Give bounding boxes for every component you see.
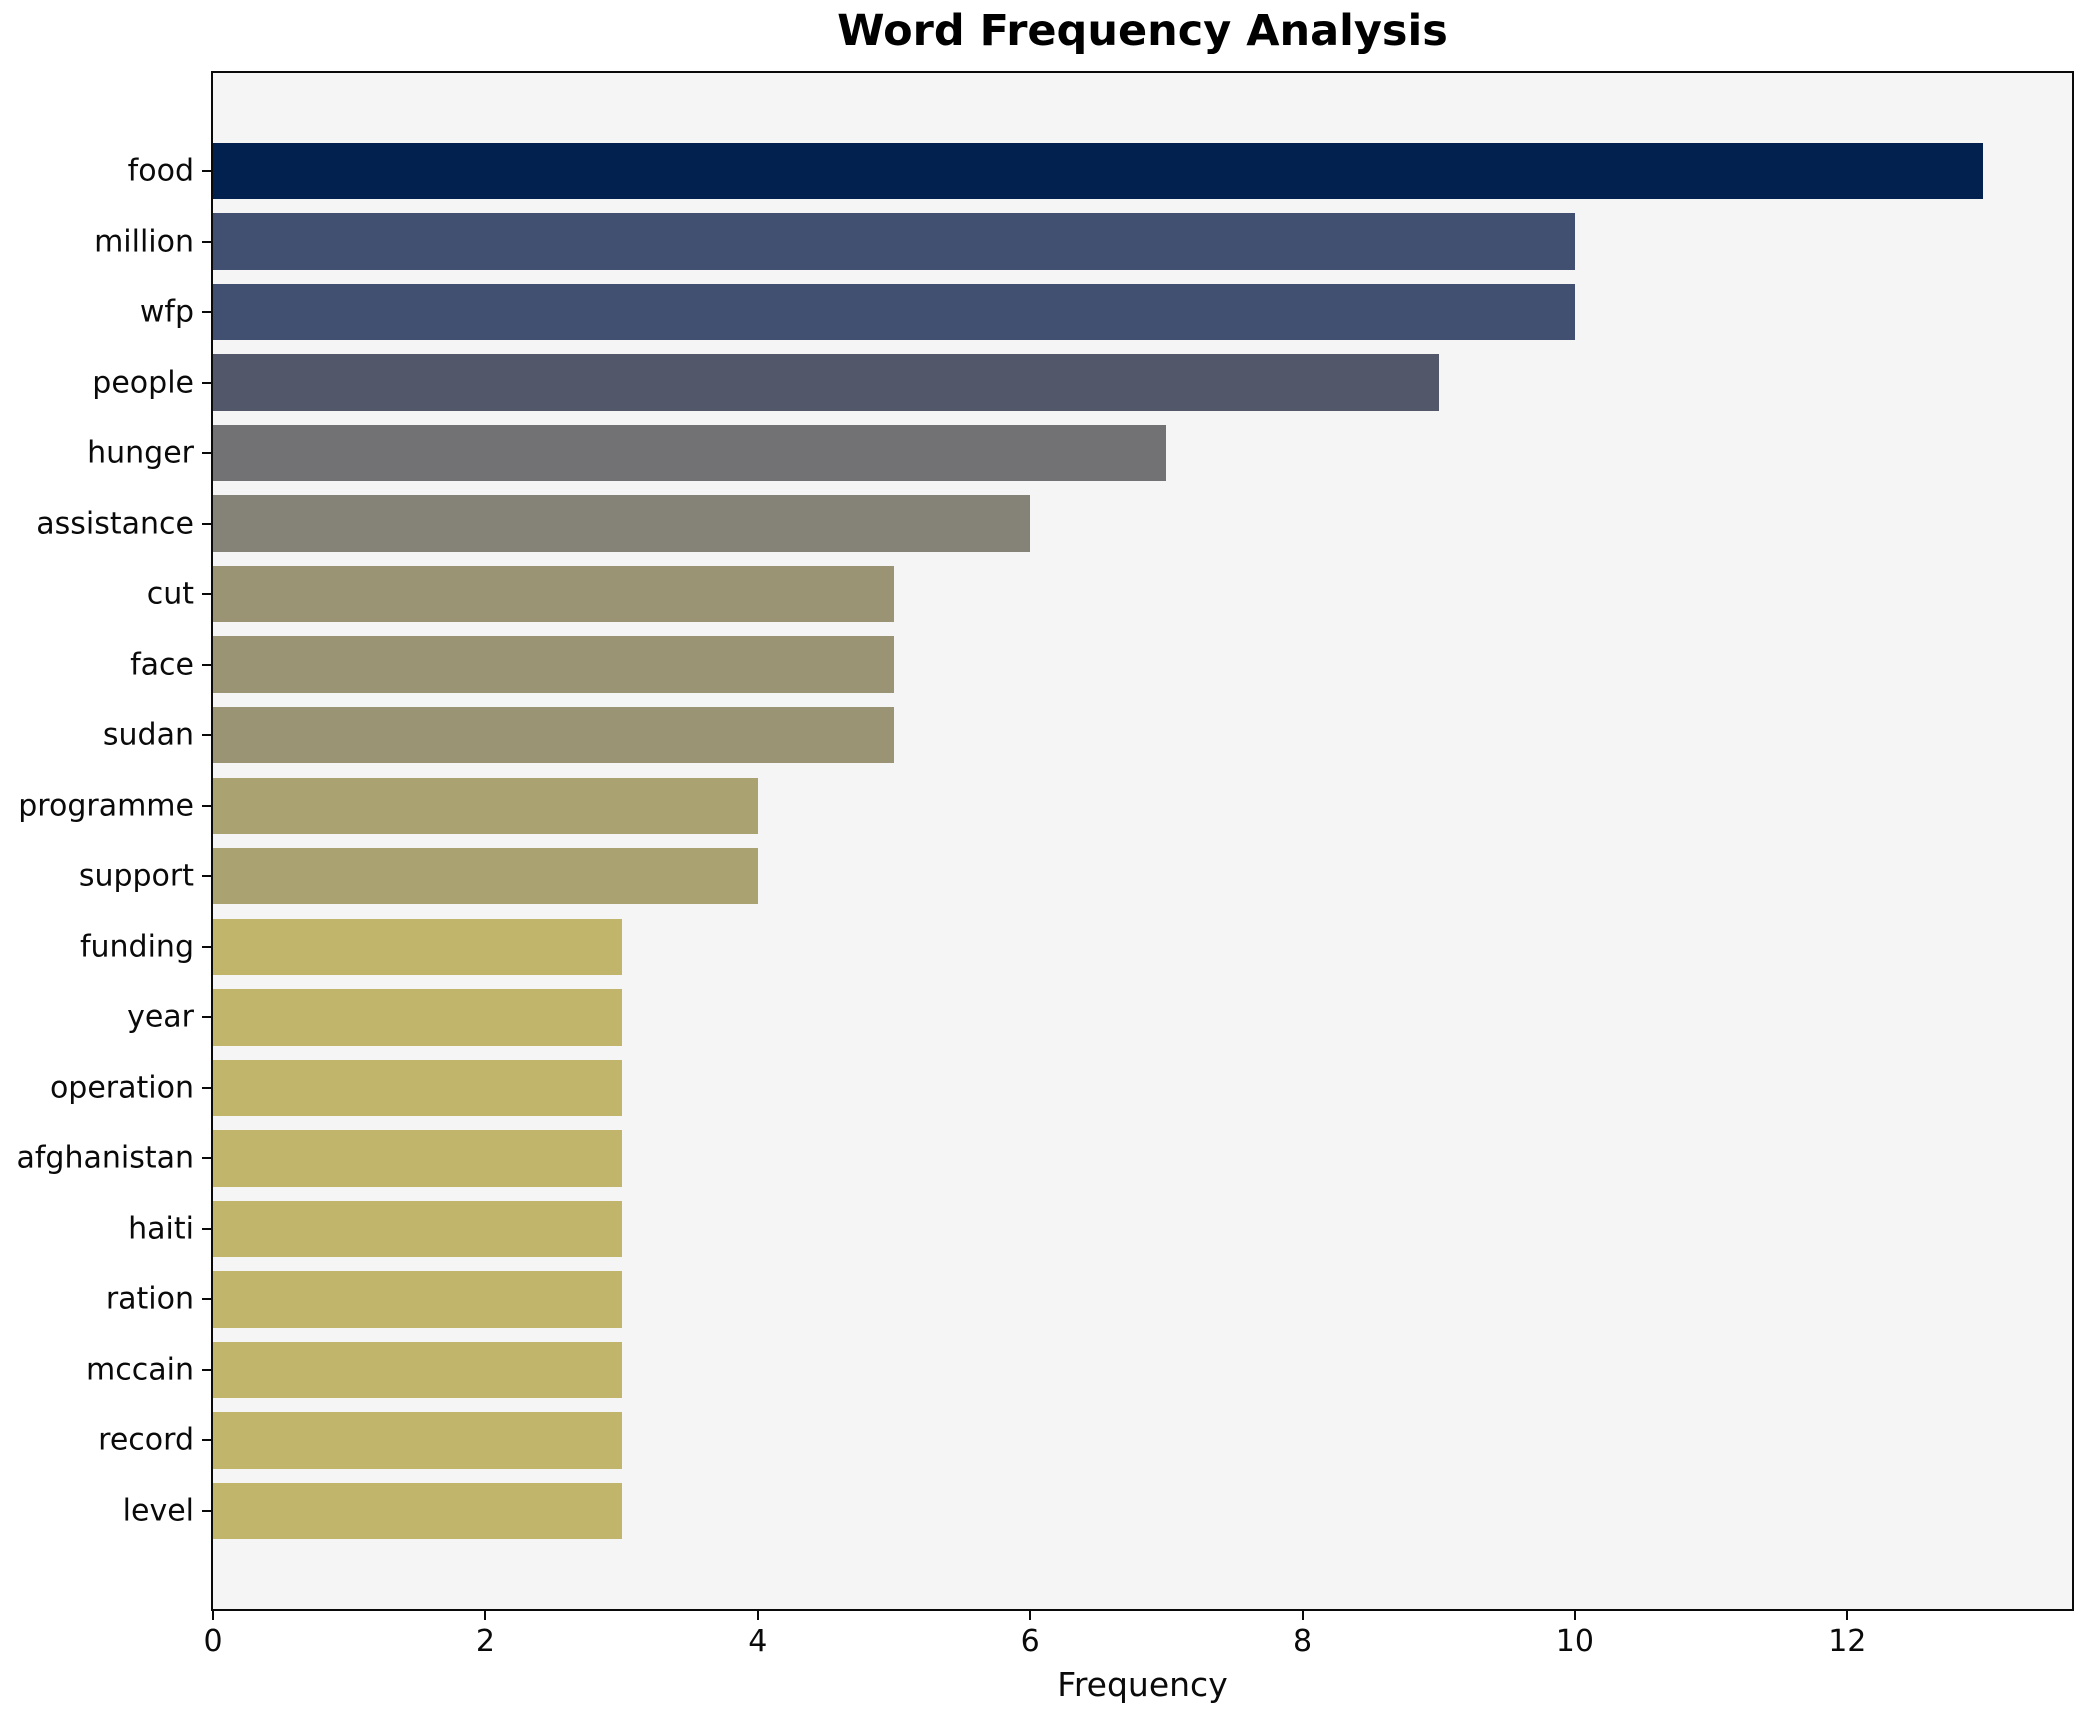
x-tick-label-12: 12	[1828, 1624, 1867, 1659]
y-tick-mark-support	[202, 875, 211, 878]
y-tick-mark-sudan	[202, 734, 211, 737]
y-tick-label-haiti: haiti	[128, 1211, 194, 1247]
y-tick-label-sudan: sudan	[102, 717, 194, 753]
bar-hunger	[213, 424, 1167, 482]
bar-support	[213, 848, 758, 905]
bar-afghanistan	[213, 1130, 622, 1187]
y-tick-mark-operation	[202, 1086, 211, 1089]
bar-face	[213, 636, 894, 693]
x-tick-label-2: 2	[475, 1624, 495, 1659]
y-tick-label-face: face	[130, 647, 194, 683]
y-tick-label-ration: ration	[105, 1281, 194, 1317]
y-tick-mark-programme	[202, 804, 211, 807]
y-tick-mark-food	[202, 170, 211, 173]
bar-mccain	[213, 1341, 622, 1399]
y-tick-label-cut: cut	[146, 576, 194, 612]
y-tick-label-assistance: assistance	[36, 506, 194, 542]
x-tick-mark-8	[1301, 1611, 1304, 1620]
y-tick-mark-assistance	[202, 522, 211, 525]
y-tick-mark-level	[202, 1509, 211, 1512]
bar-level	[213, 1482, 622, 1540]
bar-programme	[213, 777, 758, 834]
y-tick-mark-funding	[202, 945, 211, 948]
y-tick-label-funding: funding	[79, 929, 194, 965]
x-tick-mark-2	[484, 1611, 487, 1620]
y-tick-label-support: support	[78, 858, 194, 894]
y-tick-label-programme: programme	[18, 788, 194, 824]
bar-cut	[213, 565, 894, 623]
x-tick-mark-6	[1029, 1611, 1032, 1620]
chart-title: Word Frequency Analysis	[837, 6, 1448, 56]
bar-year	[213, 989, 622, 1046]
y-tick-label-record: record	[98, 1422, 194, 1458]
x-tick-label-4: 4	[748, 1624, 768, 1659]
y-tick-mark-face	[202, 663, 211, 666]
bar-wfp	[213, 283, 1575, 341]
x-tick-label-8: 8	[1292, 1624, 1313, 1659]
y-tick-label-million: million	[94, 224, 194, 260]
x-tick-label-0: 0	[203, 1624, 223, 1659]
y-tick-mark-cut	[202, 593, 211, 596]
y-tick-label-people: people	[92, 365, 194, 401]
x-tick-mark-12	[1846, 1611, 1849, 1620]
y-tick-mark-hunger	[202, 452, 211, 455]
y-tick-mark-record	[202, 1439, 211, 1442]
y-tick-mark-wfp	[202, 311, 211, 314]
y-tick-mark-million	[202, 240, 211, 243]
y-tick-mark-year	[202, 1016, 211, 1019]
y-tick-mark-mccain	[202, 1368, 211, 1371]
bar-haiti	[213, 1200, 622, 1258]
y-tick-label-food: food	[127, 153, 194, 189]
bar-record	[213, 1412, 622, 1469]
bar-funding	[213, 918, 622, 975]
bar-million	[213, 213, 1575, 270]
bar-people	[213, 354, 1439, 411]
y-tick-mark-people	[202, 381, 211, 384]
bar-sudan	[213, 707, 894, 764]
y-tick-label-mccain: mccain	[86, 1352, 194, 1388]
y-tick-label-operation: operation	[49, 1070, 194, 1106]
y-tick-mark-afghanistan	[202, 1157, 211, 1160]
x-tick-mark-0	[212, 1611, 214, 1620]
y-tick-mark-ration	[202, 1298, 211, 1301]
plot-area	[211, 71, 2074, 1611]
x-tick-label-6: 6	[1020, 1624, 1040, 1659]
y-tick-label-wfp: wfp	[139, 294, 194, 330]
bar-ration	[213, 1271, 622, 1328]
x-tick-mark-10	[1573, 1611, 1576, 1620]
y-tick-label-hunger: hunger	[87, 435, 194, 471]
y-tick-label-afghanistan: afghanistan	[16, 1140, 194, 1176]
x-tick-label-10: 10	[1555, 1624, 1594, 1659]
bar-assistance	[213, 495, 1031, 552]
bar-food	[213, 142, 1984, 200]
x-axis-label: Frequency	[1057, 1665, 1228, 1704]
x-tick-mark-4	[756, 1611, 759, 1620]
y-tick-label-level: level	[122, 1493, 194, 1529]
y-tick-mark-haiti	[202, 1227, 211, 1230]
bar-operation	[213, 1059, 622, 1117]
y-tick-label-year: year	[127, 999, 194, 1035]
